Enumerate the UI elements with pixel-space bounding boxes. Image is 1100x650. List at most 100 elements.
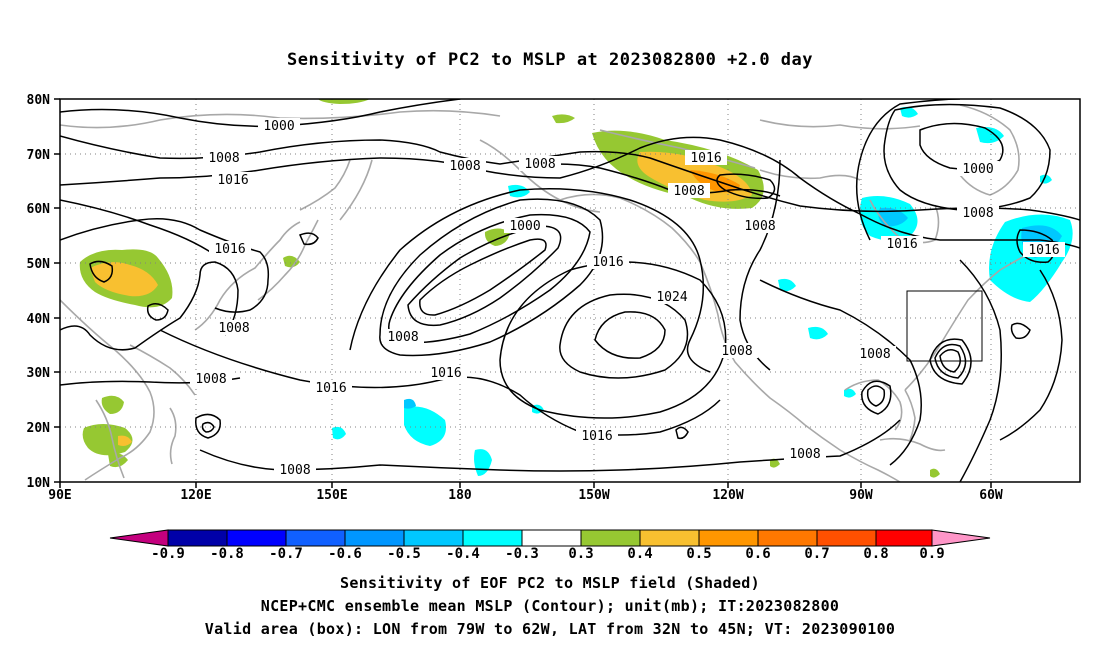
contour-1016-south <box>159 329 721 436</box>
colorbar-bin <box>462 529 523 547</box>
contour-labels: 1000 1008 1016 1008 1008 1016 1008 1000 … <box>190 118 1065 478</box>
contour-label: 1016 <box>430 366 461 381</box>
coast-kamchatka <box>339 159 373 221</box>
lat-label: 20N <box>27 421 51 436</box>
shade-hawaii <box>404 398 416 409</box>
contour-1008-asia-low-2 <box>146 303 169 321</box>
lon-label: 150W <box>578 488 609 503</box>
shade-canada-green <box>770 458 780 468</box>
contour-label: 1008 <box>744 219 775 234</box>
colorbar-label: -0.4 <box>446 546 480 562</box>
lon-label: 180 <box>448 488 472 503</box>
contour-label-group: 1008 <box>784 446 826 462</box>
coast-greenland <box>959 104 1020 196</box>
coast-okhotsk <box>299 159 351 211</box>
contour-label: 1008 <box>962 206 993 221</box>
colorbar-bin <box>698 529 759 547</box>
footer-caption-line-3: Valid area (box): LON from 79W to 62W, L… <box>204 620 896 638</box>
contour-label-group: 1008 <box>716 343 758 359</box>
contour-1008-na <box>759 279 922 466</box>
contour-1000-alaska <box>716 173 776 200</box>
contour-1008-typhoon <box>195 413 221 439</box>
coast-indochina <box>95 399 125 479</box>
plot-frame <box>59 98 1081 483</box>
contour-label: 1000 <box>509 219 540 234</box>
coast-philippines <box>169 407 177 465</box>
contour-label: 1016 <box>315 381 346 396</box>
shade-nunavut <box>552 114 575 124</box>
contour-1008-hurricane-2 <box>934 343 967 379</box>
contour-1016-asia <box>60 218 270 313</box>
contour-1000-greenland <box>919 122 1004 170</box>
colorbar-label: 0.7 <box>804 546 829 562</box>
contour-1000-aleutian-1 <box>419 238 547 316</box>
contour-1008-aleutian-2 <box>379 198 604 357</box>
colorbar-label: 0.3 <box>568 546 593 562</box>
contour-1008-gulf-low-2 <box>861 380 892 415</box>
lat-label: 70N <box>27 148 51 163</box>
contour-1008-north-atlantic <box>1016 229 1055 264</box>
coast-canada-arctic <box>759 169 861 181</box>
contour-label-group: 1016 <box>881 236 923 252</box>
coast-mexico <box>804 424 901 482</box>
shade-cpac-1 <box>404 406 446 446</box>
contour-label-group: 1016 <box>1023 242 1065 258</box>
contour-label: 1008 <box>279 463 310 478</box>
lat-labels: 80N 70N 60N 50N 40N 30N 20N 10N <box>27 93 51 491</box>
contour-label-group: 1008 <box>739 218 781 234</box>
contour-label: 1000 <box>263 119 294 134</box>
colorbar-bin <box>816 529 877 547</box>
colorbar-label: -0.8 <box>210 546 244 562</box>
shade-arctic <box>318 99 370 104</box>
lon-label: 120E <box>180 488 211 503</box>
colorbar-bin <box>285 529 346 547</box>
contour-label-group: 1016 <box>425 365 467 381</box>
colorbar-right-arrow <box>931 529 991 547</box>
contour-label-group: 1000 <box>258 118 300 134</box>
colorbar-label: 0.8 <box>863 546 888 562</box>
contour-label-group: 1008 <box>274 462 316 478</box>
lat-label: 60N <box>27 202 51 217</box>
contour-1008-kamchatka <box>299 232 319 246</box>
contour-label: 1008 <box>195 372 226 387</box>
contour-1008-asia-low <box>89 260 114 283</box>
lon-label: 60W <box>979 488 1003 503</box>
shade-seasia-orange <box>118 435 132 446</box>
contour-label-group: 1016 <box>685 150 727 166</box>
coast-china-interior <box>129 344 196 396</box>
contour-label-group: 1016 <box>212 172 254 188</box>
lon-label: 90W <box>849 488 873 503</box>
contour-label-group: 1000 <box>504 218 546 234</box>
lat-label: 50N <box>27 257 51 272</box>
colorbar-bin <box>403 529 464 547</box>
contour-1016-pacific <box>349 188 711 373</box>
colorbar-label: 0.9 <box>919 546 944 562</box>
contour-label: 1008 <box>524 157 555 172</box>
contour-small-2 <box>1010 322 1031 340</box>
valid-area-box <box>906 290 983 362</box>
contour-label: 1008 <box>449 159 480 174</box>
colorbar <box>109 529 991 547</box>
coast-cuba <box>879 437 946 452</box>
contour-label: 1016 <box>592 255 623 270</box>
contour-1008-typhoon-2 <box>201 421 215 433</box>
coast-alaska-north <box>599 129 756 169</box>
shade-eurasia-green <box>283 255 300 268</box>
contour-label: 1008 <box>387 330 418 345</box>
contour-label: 1000 <box>962 162 993 177</box>
contour-label: 1008 <box>789 447 820 462</box>
colorbar-bin <box>639 529 700 547</box>
contour-label-group: 1016 <box>209 241 251 257</box>
colorbar-bin <box>344 529 405 547</box>
tick-marks <box>54 98 992 488</box>
colorbar-label: 0.5 <box>686 546 711 562</box>
coast-florida <box>904 389 916 441</box>
lon-label: 90E <box>48 488 71 503</box>
colorbar-label: -0.5 <box>387 546 421 562</box>
contour-1016-north <box>60 136 1080 249</box>
shade-cpac-3 <box>332 426 346 440</box>
contour-label: 1016 <box>690 151 721 166</box>
coast-na-west <box>699 261 806 426</box>
contour-label: 1024 <box>656 290 687 305</box>
coast-arctic-islands <box>759 119 921 130</box>
